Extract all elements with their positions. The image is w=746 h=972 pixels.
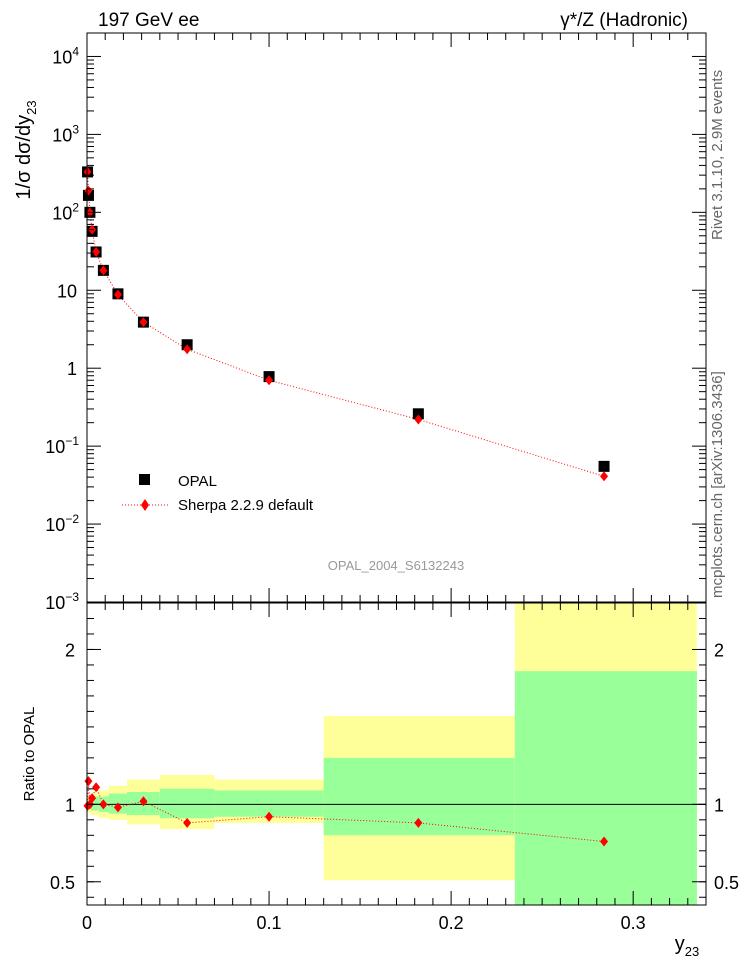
ratio-stat-band bbox=[514, 671, 697, 905]
legend: OPAL Sherpa 2.2.9 default bbox=[122, 473, 314, 514]
ratio-ytick-label-right: 0.5 bbox=[714, 873, 739, 893]
ratio-mc-point bbox=[183, 817, 192, 828]
rivet-label: Rivet 3.1.10, 2.9M events bbox=[709, 70, 726, 240]
mc-point bbox=[99, 265, 108, 276]
svg-text:1/σ dσ/dy23: 1/σ dσ/dy23 bbox=[13, 100, 39, 199]
ratio-xtick-label: 0.3 bbox=[621, 913, 646, 933]
ratio-stat-band bbox=[93, 796, 99, 811]
ratio-ytick-label-right: 2 bbox=[714, 640, 724, 660]
main-ylabel-sub: 23 bbox=[24, 100, 39, 114]
main-ytick-label: 1 bbox=[67, 359, 77, 379]
legend-mc-label: Sherpa 2.2.9 default bbox=[178, 497, 314, 514]
main-ytick-label: 104 bbox=[52, 44, 79, 67]
legend-mc-marker bbox=[141, 499, 149, 511]
main-ytick-label: 10−2 bbox=[45, 512, 79, 535]
mc-point bbox=[600, 471, 609, 482]
main-ytick-label: 10 bbox=[57, 281, 77, 301]
main-ytick-label: 102 bbox=[52, 200, 79, 223]
legend-data-label: OPAL bbox=[178, 473, 217, 490]
mc-point bbox=[83, 166, 92, 177]
mc-point bbox=[183, 344, 192, 355]
energy-label: 197 GeV ee bbox=[98, 10, 199, 31]
mc-point bbox=[113, 289, 122, 300]
analysis-watermark: OPAL_2004_S6132243 bbox=[328, 558, 464, 573]
ratio-xtick-label: 0.2 bbox=[439, 913, 464, 933]
main-frame bbox=[86, 32, 707, 603]
mc-point bbox=[414, 414, 423, 425]
ratio-panel: 0.5 0.5 1 1 2 2 0 0.1 0.2 0.3 Ratio to OPAL y23 bbox=[21, 602, 739, 959]
ratio-stat-band bbox=[159, 788, 215, 819]
mc-point bbox=[265, 375, 274, 386]
mc-point bbox=[92, 246, 101, 257]
main-ytick-label: 10−1 bbox=[45, 434, 79, 457]
ratio-mc-point bbox=[139, 796, 148, 807]
ratio-mc-point bbox=[84, 776, 93, 787]
ratio-mc-point bbox=[99, 799, 108, 810]
ratio-mc-point bbox=[113, 802, 122, 813]
ratio-xtick-label: 0.1 bbox=[257, 913, 282, 933]
main-panel: 10−3 10−2 10−1 1 10 102 103 104 OPAL_2004_S6132… bbox=[13, 32, 707, 613]
ratio-mc-point bbox=[414, 817, 423, 828]
mc-point bbox=[84, 185, 93, 196]
mcplots-label: mcplots.cern.ch [arXiv:1306.3436] bbox=[709, 371, 726, 598]
ratio-mc-point bbox=[265, 811, 274, 822]
ratio-ytick-label-right: 1 bbox=[714, 795, 724, 815]
ratio-xlabel-text: y bbox=[675, 933, 685, 955]
main-ylabel: 1/σ dσ/dy23 bbox=[13, 100, 39, 199]
data-point bbox=[412, 408, 424, 420]
ratio-xlabel: y23 bbox=[675, 933, 699, 959]
ratio-xlabel-sub: 23 bbox=[685, 944, 699, 959]
ratio-mc-point bbox=[92, 782, 101, 793]
ratio-mc-point bbox=[88, 793, 97, 804]
process-label: γ*/Z (Hadronic) bbox=[560, 10, 688, 31]
svg-text:y23: y23 bbox=[675, 933, 699, 959]
ratio-mc-point bbox=[600, 836, 609, 847]
main-ytick-label: 10−3 bbox=[45, 590, 79, 613]
data-point bbox=[598, 460, 610, 472]
mc-point bbox=[139, 317, 148, 328]
ratio-ytick-label: 0.5 bbox=[50, 873, 75, 893]
ratio-ytick-label: 1 bbox=[65, 795, 75, 815]
legend-data-marker bbox=[139, 474, 150, 485]
main-ylabel-text: 1/σ dσ/dy bbox=[13, 115, 35, 200]
mc-curve-line bbox=[87, 171, 605, 477]
ratio-xtick-label: 0 bbox=[82, 913, 92, 933]
ratio-ylabel: Ratio to OPAL bbox=[21, 707, 38, 802]
ratio-ytick-label: 2 bbox=[65, 640, 75, 660]
main-ytick-label: 103 bbox=[52, 122, 79, 145]
